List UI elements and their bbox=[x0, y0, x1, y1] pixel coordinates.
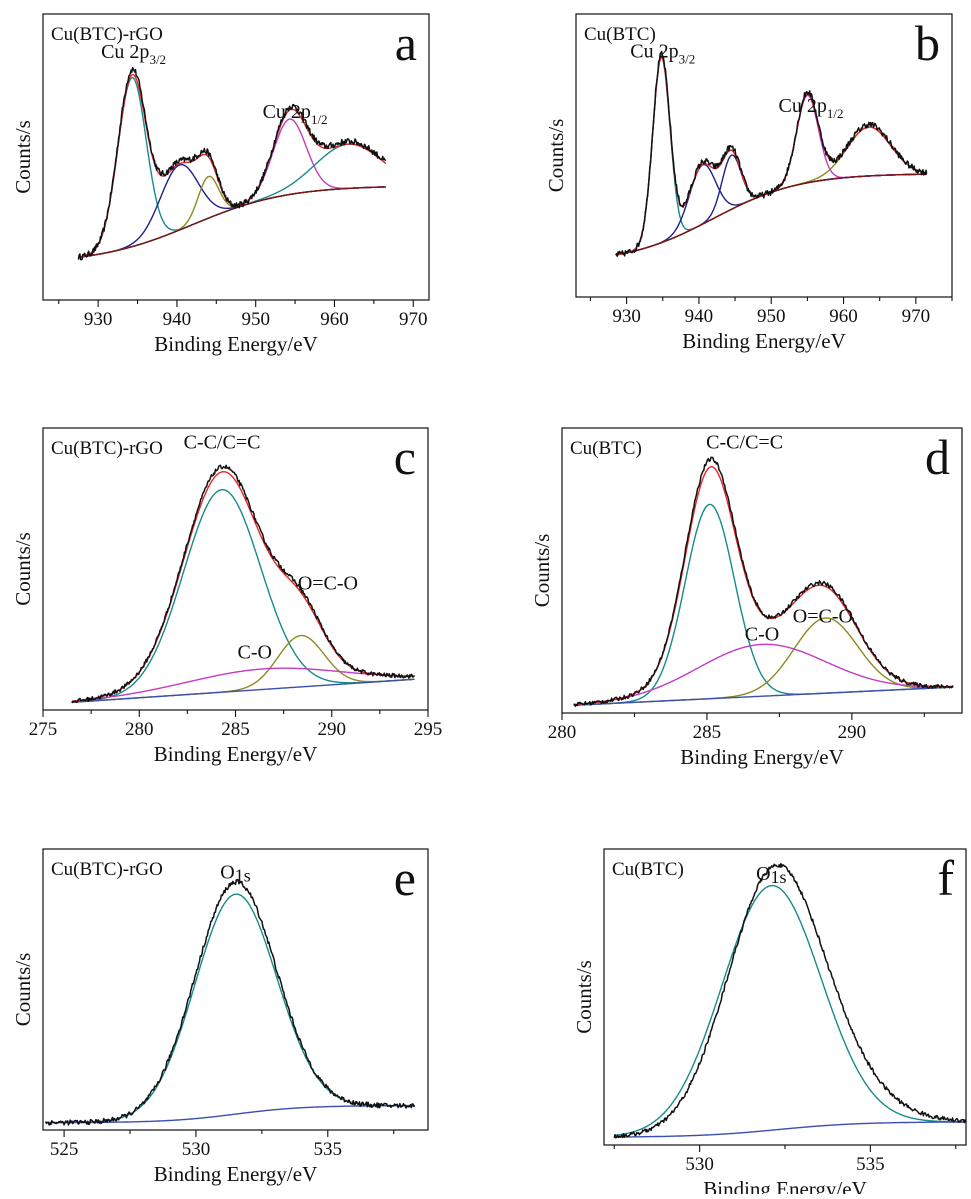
panel-e-frame bbox=[42, 848, 429, 1131]
panel-b-frame bbox=[575, 13, 953, 298]
panel-d-series-5-background bbox=[573, 686, 954, 706]
panel-b-panel-letter: b bbox=[915, 15, 940, 71]
panel-e-series-2-background bbox=[45, 1104, 415, 1124]
panel-c-xtick-label: 290 bbox=[318, 719, 347, 740]
panel-c-panel-letter: c bbox=[394, 429, 416, 485]
panel-d-series-1-envelope bbox=[573, 466, 954, 706]
panel-e-xtick-label: 530 bbox=[182, 1139, 211, 1160]
panel-a-series-5-component bbox=[78, 118, 386, 258]
panel-c-peak-label-1: O=C-O bbox=[298, 573, 358, 595]
panel-b-xtick-label: 940 bbox=[685, 306, 714, 327]
panel-d-xtick-label: 290 bbox=[838, 722, 867, 743]
panel-b-series-2-component bbox=[615, 56, 927, 256]
panel-c-frame bbox=[42, 427, 429, 711]
panel-c-xlabel: Binding Energy/eV bbox=[154, 742, 318, 766]
panel-f: 530 535 Binding Energy/eV Counts/s Cu(BTC) f O… bbox=[572, 848, 967, 1199]
panel-a-panel-letter: a bbox=[395, 15, 417, 71]
panel-e-series-1-component bbox=[45, 893, 415, 1124]
panel-a-xlabel: Binding Energy/eV bbox=[154, 332, 318, 356]
panel-d-panel-letter: d bbox=[925, 429, 950, 485]
panel-b-sample-label: Cu(BTC) bbox=[584, 24, 656, 45]
panel-a-series-3-component bbox=[78, 163, 386, 258]
panel-a-xtick-label: 940 bbox=[163, 309, 192, 330]
panel-e-series-0-raw bbox=[44, 878, 415, 1126]
panel-a-xtick-label: 950 bbox=[241, 309, 270, 330]
panel-a-series-0-raw bbox=[77, 67, 387, 261]
panel-b-xtick-label: 970 bbox=[902, 306, 931, 327]
panel-f-series-2-background bbox=[614, 1121, 966, 1138]
panel-b-peak-label-0: Cu 2p3/2 bbox=[630, 41, 695, 67]
panel-a-xtick-label: 930 bbox=[84, 309, 113, 330]
panel-d-xlabel: Binding Energy/eV bbox=[680, 745, 844, 769]
panel-e-xtick-label: 535 bbox=[314, 1139, 343, 1160]
panel-f-series-1-component bbox=[614, 884, 966, 1137]
panel-f-xlabel: Binding Energy/eV bbox=[703, 1177, 867, 1194]
panel-c-peak-label-2: C-O bbox=[238, 642, 272, 664]
panel-c-series-0-raw bbox=[71, 464, 416, 704]
panel-a-series-1-envelope bbox=[78, 73, 387, 258]
panel-f-xtick-label: 535 bbox=[856, 1154, 885, 1175]
panel-e-panel-letter: e bbox=[394, 850, 416, 906]
panel-b-series-1-envelope bbox=[615, 56, 927, 256]
panel-a-xtick-label: 960 bbox=[320, 309, 349, 330]
panel-d-series-4-component bbox=[573, 643, 954, 706]
panel-d-peak-label-1: O=C-O bbox=[793, 605, 853, 627]
panel-d-frame bbox=[561, 427, 963, 714]
panel-d-xtick-label: 280 bbox=[548, 722, 577, 743]
panel-b-series-3-component bbox=[615, 163, 927, 256]
panel-f-panel-letter: f bbox=[937, 850, 954, 906]
panel-c-ylabel: Counts/s bbox=[11, 532, 35, 606]
panel-c-xtick-label: 280 bbox=[125, 719, 154, 740]
panel-c-peak-label-0: C-C/C=C bbox=[184, 432, 261, 454]
panel-f-peak-label-0: O1s bbox=[756, 863, 786, 887]
panel-f-ylabel: Counts/s bbox=[572, 960, 596, 1034]
panel-a-ylabel: Counts/s bbox=[11, 120, 35, 194]
panel-e-xlabel: Binding Energy/eV bbox=[154, 1162, 318, 1186]
panel-b: 930 940 950 960 970 Binding Energy/eV Counts/s… bbox=[544, 13, 953, 353]
panel-b-series-7-background bbox=[615, 173, 927, 256]
panel-b-xlabel: Binding Energy/eV bbox=[682, 329, 846, 353]
panel-c-series-1-envelope bbox=[71, 471, 415, 702]
panel-c-xtick-label: 285 bbox=[221, 719, 250, 740]
panel-b-series-4-component bbox=[615, 154, 927, 256]
panel-e-xtick-label: 525 bbox=[50, 1139, 79, 1160]
panel-d-xtick-label: 285 bbox=[693, 722, 722, 743]
panel-c-xtick-label: 275 bbox=[29, 719, 58, 740]
panel-d-peak-label-0: C-C/C=C bbox=[706, 432, 783, 454]
panel-c-series-4-component bbox=[71, 667, 415, 703]
panel-a-series-7-background bbox=[78, 186, 386, 258]
panel-f-series-0-raw bbox=[613, 862, 966, 1139]
panel-d-series-0-raw bbox=[573, 456, 954, 708]
panel-a-xtick-label: 970 bbox=[399, 309, 428, 330]
panel-c-sample-label: Cu(BTC)-rGO bbox=[51, 438, 163, 459]
panel-b-ylabel: Counts/s bbox=[544, 119, 568, 193]
panel-e-ylabel: Counts/s bbox=[11, 953, 35, 1027]
panel-f-sample-label: Cu(BTC) bbox=[612, 859, 684, 880]
panel-b-xtick-label: 950 bbox=[757, 306, 786, 327]
panel-a-peak-label-1: Cu 2p1/2 bbox=[263, 101, 328, 127]
panel-a-sample-label: Cu(BTC)-rGO bbox=[51, 24, 163, 45]
panel-a: 930 940 950 960 970 Binding Energy/eV Counts/s… bbox=[11, 13, 430, 356]
panel-b-xtick-label: 960 bbox=[829, 306, 858, 327]
panel-a-series-6-component bbox=[78, 143, 387, 258]
panel-a-frame bbox=[42, 13, 430, 301]
panel-e-peak-label-0: O1s bbox=[220, 861, 250, 885]
panel-d-ylabel: Counts/s bbox=[530, 534, 554, 608]
panel-b-xtick-label: 930 bbox=[612, 306, 641, 327]
panel-e-sample-label: Cu(BTC)-rGO bbox=[51, 859, 163, 880]
panel-c-xtick-label: 295 bbox=[414, 719, 443, 740]
panel-b-series-0-raw bbox=[615, 50, 928, 257]
panel-d-peak-label-2: C-O bbox=[745, 623, 779, 645]
panel-f-xtick-label: 530 bbox=[685, 1154, 714, 1175]
panel-c-series-5-background bbox=[71, 678, 415, 703]
panel-c: 275 280 285 290 295 Binding Energy/eV Counts/s… bbox=[11, 427, 443, 766]
panel-d-sample-label: Cu(BTC) bbox=[570, 438, 642, 459]
panel-a-peak-label-0: Cu 2p3/2 bbox=[101, 41, 166, 67]
panel-b-peak-label-1: Cu 2p1/2 bbox=[779, 95, 844, 121]
